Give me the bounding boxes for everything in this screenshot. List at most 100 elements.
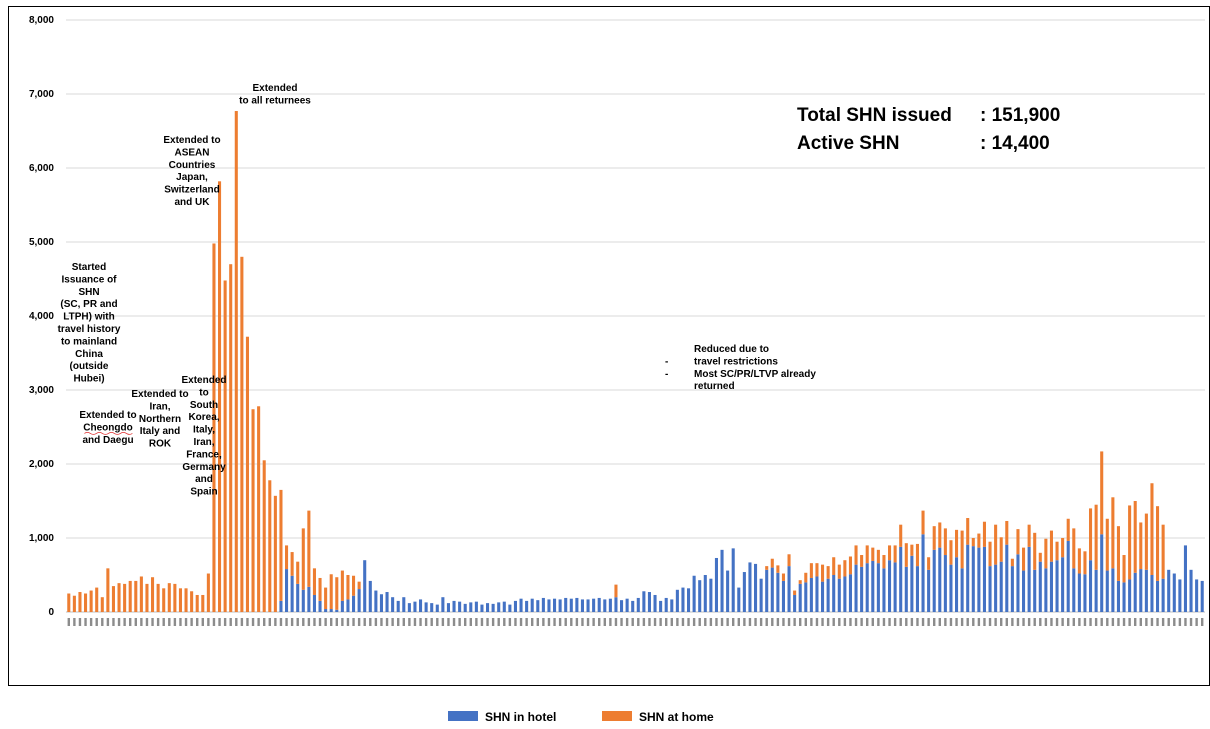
bar-shn-at-home [100, 597, 104, 612]
x-tick-label [263, 618, 266, 626]
bar-shn-at-home [206, 573, 210, 612]
bar-shn-at-home [324, 587, 328, 610]
x-tick-label [486, 618, 489, 626]
bar-shn-at-home [156, 583, 160, 612]
bar-shn-at-home [167, 583, 171, 612]
x-tick-label [955, 618, 958, 626]
x-tick-label [1100, 618, 1103, 626]
bar-shn-in-hotel [1077, 573, 1081, 612]
bar-shn-at-home [938, 522, 942, 548]
annotation-line: France, [186, 449, 222, 460]
bar-shn-in-hotel [765, 569, 769, 612]
bar-shn-at-home [301, 528, 305, 590]
bar-shn-at-home [614, 584, 618, 598]
y-tick-label: 4,000 [29, 311, 54, 322]
bar-shn-in-hotel [580, 599, 584, 612]
bar-shn-at-home [184, 588, 188, 612]
bar-shn-in-hotel [424, 602, 428, 612]
bar-shn-in-hotel [1033, 569, 1037, 612]
annotation-bullet: - [665, 356, 668, 367]
bar-shn-at-home [251, 409, 255, 612]
x-tick-label [771, 618, 774, 626]
x-tick-label [1195, 618, 1198, 626]
x-tick-label [112, 618, 115, 626]
bar-shn-in-hotel [547, 599, 551, 612]
x-tick-label [145, 618, 149, 626]
bar-shn-in-hotel [463, 603, 467, 612]
x-tick-label [787, 618, 791, 626]
x-tick-label [1044, 618, 1048, 626]
x-tick-label [598, 618, 601, 626]
annotation-line: Italy and [140, 426, 181, 437]
x-tick-label [1050, 618, 1053, 626]
bar-shn-at-home [955, 529, 959, 558]
x-tick-label [720, 618, 724, 626]
bar-shn-at-home [932, 526, 936, 550]
bar-shn-at-home [340, 570, 344, 601]
x-tick-label [542, 618, 545, 626]
x-tick-label [1000, 618, 1003, 626]
bar-shn-in-hotel [821, 581, 825, 612]
bar-shn-at-home [218, 181, 222, 612]
x-tick-label [508, 618, 512, 626]
x-tick-label [665, 618, 668, 626]
bar-shn-at-home [1116, 526, 1120, 581]
bar-shn-in-hotel [893, 562, 897, 612]
x-tick-label [676, 618, 679, 626]
x-tick-label [581, 618, 584, 626]
x-tick-label [391, 618, 394, 626]
x-tick-label [519, 618, 523, 626]
bar-shn-in-hotel [1172, 573, 1176, 612]
bar-shn-in-hotel [1156, 580, 1160, 612]
bar-shn-in-hotel [1111, 568, 1115, 612]
bar-shn-at-home [162, 588, 166, 612]
summary-box: Total SHN issued : 151,900 Active SHN : … [797, 105, 1060, 154]
bar-shn-in-hotel [815, 576, 819, 612]
x-tick-label [832, 618, 835, 626]
x-tick-label [983, 618, 986, 626]
bar-shn-in-hotel [407, 603, 411, 612]
x-tick-label [151, 618, 154, 626]
bar-shn-at-home [1033, 532, 1037, 570]
bar-shn-in-hotel [435, 604, 439, 612]
x-tick-label [776, 618, 780, 626]
annotation-line: Extended to [131, 389, 188, 400]
x-tick-label [888, 618, 891, 626]
bar-shn-in-hotel [1116, 580, 1120, 612]
bar-shn-in-hotel [502, 601, 506, 612]
x-tick-label [570, 618, 573, 626]
bar-shn-in-hotel [608, 598, 612, 612]
annotation-line: Hubei) [73, 374, 104, 385]
bar-shn-in-hotel [603, 599, 607, 612]
x-tick-label [799, 618, 802, 626]
x-tick-label [916, 618, 919, 626]
bar-shn-at-home [1027, 524, 1031, 547]
bar-shn-at-home [72, 595, 76, 612]
bar-shn-at-home [212, 243, 216, 613]
bar-shn-in-hotel [1022, 570, 1026, 612]
bar-shn-in-hotel [1055, 560, 1059, 612]
bar-shn-at-home [999, 537, 1003, 562]
bar-shn-at-home [1111, 497, 1115, 569]
bar-shn-at-home [145, 583, 149, 612]
x-tick-label [821, 618, 824, 626]
bar-shn-in-hotel [832, 575, 836, 612]
x-tick-label [497, 618, 500, 626]
x-tick-label [357, 618, 361, 626]
bar-shn-at-home [285, 545, 289, 570]
x-tick-label [129, 618, 132, 626]
bar-shn-in-hotel [899, 546, 903, 612]
x-tick-label [268, 618, 271, 626]
bar-shn-at-home [848, 556, 852, 575]
x-tick-label [469, 618, 472, 626]
x-tick-label [374, 618, 378, 626]
annotation-line: Countries [169, 160, 216, 171]
x-tick-label [318, 618, 322, 626]
x-tick-label [1139, 618, 1142, 626]
bar-shn-in-hotel [804, 582, 808, 612]
bar-shn-in-hotel [597, 597, 601, 612]
x-tick-label [592, 618, 595, 626]
bar-shn-in-hotel [642, 591, 646, 612]
bar-shn-in-hotel [1083, 574, 1087, 612]
